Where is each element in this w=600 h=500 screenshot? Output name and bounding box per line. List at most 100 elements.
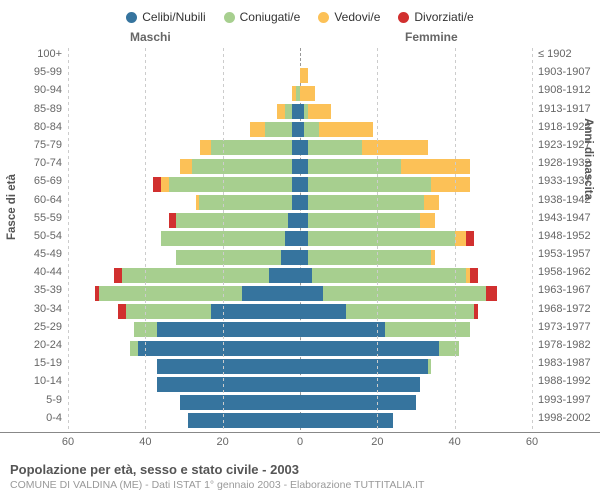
male-half	[68, 157, 300, 175]
male-bar	[134, 322, 300, 337]
age-label: 30-34	[0, 303, 68, 321]
seg-celibi	[300, 359, 428, 374]
age-row: 20-241978-1982	[0, 339, 600, 357]
age-label: 65-69	[0, 175, 68, 193]
legend-item: Celibi/Nubili	[126, 10, 205, 24]
legend-label: Divorziati/e	[414, 10, 473, 24]
seg-coniugati	[428, 359, 432, 374]
seg-coniugati	[312, 268, 467, 283]
age-label: 5-9	[0, 394, 68, 412]
seg-vedovi	[308, 104, 331, 119]
seg-celibi	[300, 195, 308, 210]
birth-label: 1983-1987	[532, 357, 600, 375]
x-axis: 6040200204060	[0, 432, 600, 454]
female-bar	[300, 341, 459, 356]
seg-celibi	[269, 268, 300, 283]
seg-coniugati	[308, 250, 432, 265]
female-half	[300, 248, 532, 266]
male-bar	[188, 413, 300, 428]
seg-coniugati	[323, 286, 485, 301]
female-half	[300, 84, 532, 102]
seg-celibi	[300, 231, 308, 246]
seg-divorziati	[470, 268, 478, 283]
age-label: 100+	[0, 48, 68, 66]
seg-celibi	[300, 213, 308, 228]
seg-celibi	[157, 377, 300, 392]
seg-coniugati	[192, 159, 293, 174]
age-row: 10-141988-1992	[0, 375, 600, 393]
age-label: 25-29	[0, 321, 68, 339]
x-tick: 20	[217, 436, 229, 448]
seg-coniugati	[308, 140, 362, 155]
male-half	[68, 375, 300, 393]
seg-vedovi	[300, 68, 308, 83]
seg-celibi	[157, 359, 300, 374]
age-row: 95-991903-1907	[0, 66, 600, 84]
seg-divorziati	[466, 231, 474, 246]
x-tick: 0	[297, 436, 303, 448]
male-half	[68, 212, 300, 230]
seg-celibi	[300, 268, 312, 283]
seg-celibi	[288, 213, 300, 228]
age-label: 40-44	[0, 266, 68, 284]
seg-vedovi	[180, 159, 192, 174]
male-half	[68, 303, 300, 321]
birth-label: 1973-1977	[532, 321, 600, 339]
legend-item: Vedovi/e	[318, 10, 380, 24]
age-row: 40-441958-1962	[0, 266, 600, 284]
seg-divorziati	[118, 304, 126, 319]
male-half	[68, 66, 300, 84]
birth-label: 1903-1907	[532, 66, 600, 84]
seg-coniugati	[126, 304, 211, 319]
male-bar	[196, 195, 300, 210]
age-row: 60-641938-1942	[0, 194, 600, 212]
male-bar	[169, 213, 300, 228]
male-half	[68, 248, 300, 266]
gender-headers: Maschi Femmine	[0, 30, 600, 46]
legend-swatch	[318, 12, 329, 23]
female-half	[300, 412, 532, 430]
seg-divorziati	[169, 213, 177, 228]
birth-label: 1908-1912	[532, 84, 600, 102]
seg-coniugati	[285, 104, 293, 119]
male-bar	[114, 268, 300, 283]
birth-label: 1948-1952	[532, 230, 600, 248]
legend-item: Coniugati/e	[224, 10, 301, 24]
female-bar	[300, 250, 435, 265]
seg-celibi	[300, 322, 385, 337]
legend: Celibi/Nubili Coniugati/e Vedovi/e Divorzia…	[0, 0, 600, 30]
seg-coniugati	[265, 122, 292, 137]
female-half	[300, 121, 532, 139]
legend-swatch	[398, 12, 409, 23]
male-half	[68, 284, 300, 302]
legend-swatch	[126, 12, 137, 23]
x-tick: 40	[449, 436, 461, 448]
birth-label: 1978-1982	[532, 339, 600, 357]
header-female: Femmine	[405, 30, 458, 44]
seg-vedovi	[250, 122, 265, 137]
female-half	[300, 48, 532, 66]
age-row: 85-891913-1917	[0, 103, 600, 121]
female-half	[300, 157, 532, 175]
chart-title: Popolazione per età, sesso e stato civil…	[10, 462, 590, 477]
seg-divorziati	[486, 286, 498, 301]
female-bar	[300, 231, 474, 246]
gridline	[223, 48, 224, 430]
seg-celibi	[242, 286, 300, 301]
female-half	[300, 266, 532, 284]
seg-vedovi	[431, 250, 435, 265]
age-label: 90-94	[0, 84, 68, 102]
birth-label: ≤ 1902	[532, 48, 600, 66]
birth-label: 1953-1957	[532, 248, 600, 266]
legend-label: Vedovi/e	[334, 10, 380, 24]
male-half	[68, 339, 300, 357]
gridline	[532, 48, 533, 430]
birth-label: 1998-2002	[532, 412, 600, 430]
female-bar	[300, 159, 470, 174]
age-label: 55-59	[0, 212, 68, 230]
female-half	[300, 375, 532, 393]
legend-label: Celibi/Nubili	[142, 10, 205, 24]
seg-coniugati	[99, 286, 242, 301]
seg-celibi	[292, 177, 300, 192]
male-half	[68, 230, 300, 248]
